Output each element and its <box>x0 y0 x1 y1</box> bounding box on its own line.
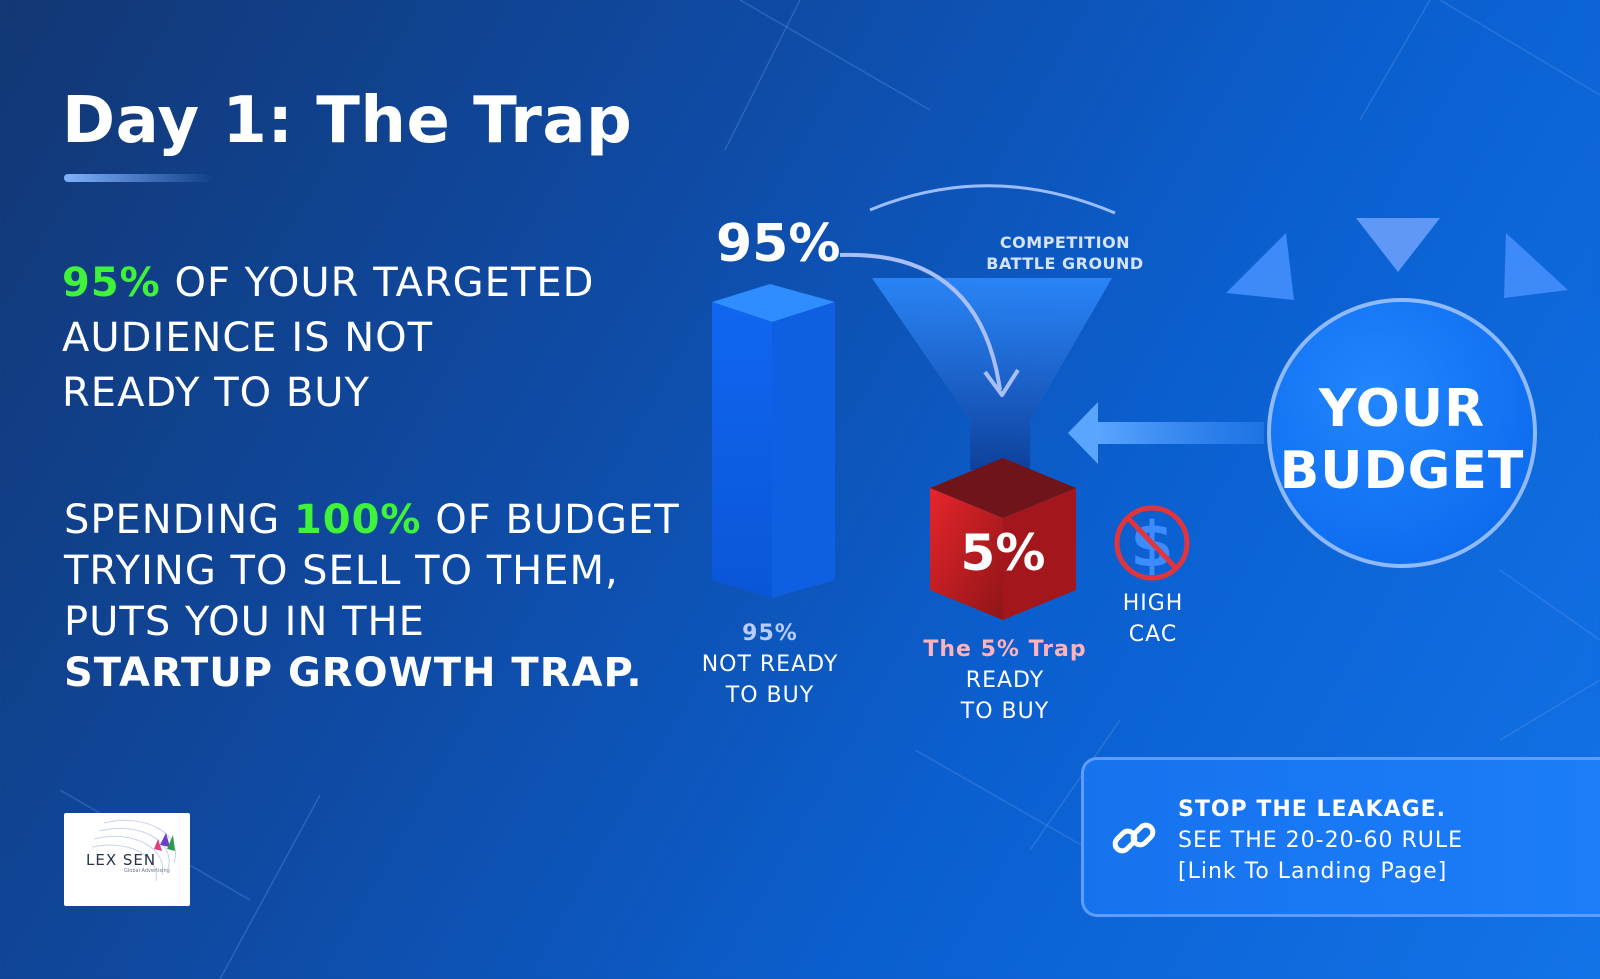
budget-label-line: YOUR <box>1318 379 1486 439</box>
flow-arrow <box>839 252 1002 391</box>
funnel-label: COMPETITION BATTLE GROUND <box>975 232 1155 274</box>
cta-headline: STOP THE LEAKAGE. <box>1178 797 1447 822</box>
logo-wordmark: LEX SEN <box>86 851 157 869</box>
cube-caption-trap: The 5% Trap <box>923 637 1087 662</box>
title-underline <box>64 174 214 182</box>
bar-caption-line: NOT READY <box>701 652 839 677</box>
flow-arrow-head <box>983 368 1020 397</box>
highlight-100: 100% <box>293 497 422 543</box>
budget-label: YOUR BUDGET <box>1271 378 1533 502</box>
statement-text: SPENDING <box>64 497 294 543</box>
statement-text: OF BUDGET <box>421 497 680 543</box>
statement-budget-trap: SPENDING 100% OF BUDGET TRYING TO SELL T… <box>64 495 680 699</box>
logo-tagline: Global Advertising <box>124 868 170 874</box>
triangle-decoration <box>1226 233 1294 300</box>
no-dollar-icon: $ <box>1114 505 1190 581</box>
bar-percent-label: 95% <box>716 214 841 274</box>
competition-arc <box>869 184 1116 215</box>
statement-not-ready: 95% OF YOUR TARGETED AUDIENCE IS NOT REA… <box>62 256 594 421</box>
cube-caption-line: READY <box>965 668 1045 693</box>
cta-link[interactable]: [Link To Landing Page] <box>1178 859 1448 884</box>
statement-line: AUDIENCE IS NOT <box>62 315 434 361</box>
cac-label: HIGH CAC <box>1103 588 1203 650</box>
statement-line-emphasis: STARTUP GROWTH TRAP. <box>64 650 643 696</box>
page-title: Day 1: The Trap <box>62 84 633 158</box>
statement-line: TRYING TO SELL TO THEM, <box>64 548 619 594</box>
highlight-95: 95% <box>62 260 161 306</box>
cac-label-line: HIGH <box>1122 591 1184 616</box>
company-logo: LEX SEN Global Advertising <box>64 813 190 906</box>
funnel-shape <box>872 278 1112 470</box>
logo-swirl-icon <box>91 819 177 882</box>
statement-line: SPENDING 100% OF BUDGET <box>64 495 680 546</box>
budget-label-line: BUDGET <box>1279 441 1525 501</box>
statement-line: 95% OF YOUR TARGETED <box>62 256 594 311</box>
cube-caption-line: TO BUY <box>960 699 1050 724</box>
cube-ready <box>930 458 1076 620</box>
link-chain-icon <box>1112 822 1156 854</box>
cta-text: STOP THE LEAKAGE. SEE THE 20-20-60 RULE … <box>1178 794 1463 887</box>
budget-circle: YOUR BUDGET <box>1267 298 1537 568</box>
cta-box[interactable]: STOP THE LEAKAGE. SEE THE 20-20-60 RULE … <box>1081 757 1600 917</box>
bar-caption-percent: 95% <box>742 621 798 646</box>
triangle-decoration <box>1504 233 1568 298</box>
budget-flow-arrow <box>1068 402 1264 464</box>
cube-percent-label: 5% <box>960 524 1046 582</box>
statement-line: READY TO BUY <box>62 370 370 416</box>
funnel-label-line: COMPETITION <box>999 233 1131 252</box>
triangle-decoration <box>1356 218 1440 272</box>
statement-line: PUTS YOU IN THE <box>64 599 425 645</box>
bar-caption: 95% NOT READY TO BUY <box>690 618 850 711</box>
cac-label-line: CAC <box>1128 622 1178 647</box>
cta-subline: SEE THE 20-20-60 RULE <box>1178 828 1464 853</box>
bar-not-ready <box>712 284 835 598</box>
funnel-label-line: BATTLE GROUND <box>986 254 1144 273</box>
bar-caption-line: TO BUY <box>725 683 815 708</box>
cube-caption: The 5% Trap READY TO BUY <box>905 634 1105 727</box>
statement-text: OF YOUR TARGETED <box>160 260 595 306</box>
